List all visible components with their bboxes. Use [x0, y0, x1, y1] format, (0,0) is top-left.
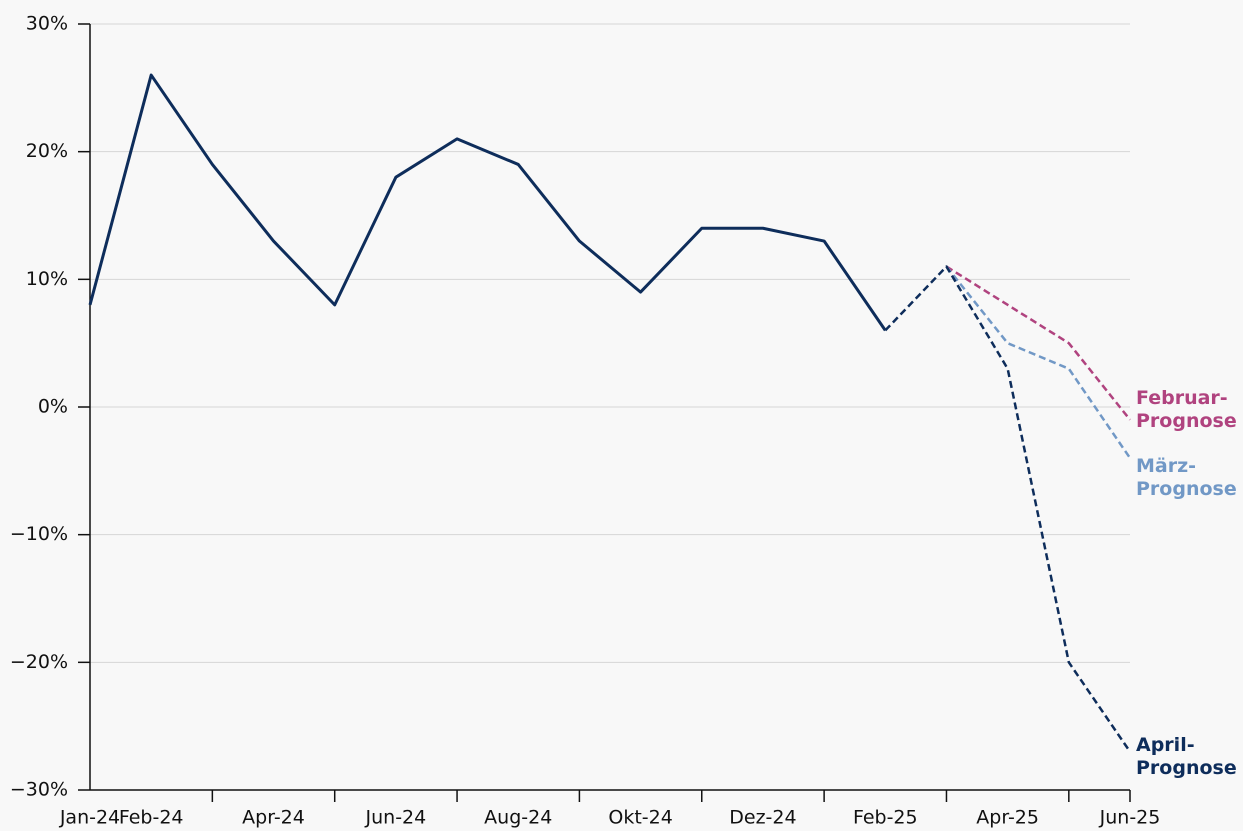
x-tick-label: Feb-24 — [119, 807, 184, 829]
series-label: März-Prognose — [1136, 455, 1237, 501]
x-tick-label: Jan-24 — [59, 807, 120, 829]
x-tick-label: Apr-24 — [242, 807, 305, 829]
y-tick-label: −20% — [10, 651, 68, 673]
y-tick-label: −30% — [10, 779, 68, 801]
line — [884, 265, 1132, 753]
series-label: April-Prognose — [1136, 733, 1237, 779]
y-tick-label: 30% — [26, 13, 68, 35]
x-tick-label: Jun-24 — [365, 807, 427, 829]
line — [945, 265, 1132, 459]
x-tick-label: Okt-24 — [608, 807, 672, 829]
line — [945, 265, 1131, 421]
x-tick-label: Aug-24 — [484, 807, 552, 829]
line — [88, 73, 887, 332]
y-tick-label: 0% — [38, 396, 68, 418]
x-tick-label: Jun-25 — [1099, 807, 1161, 829]
x-tick-label: Feb-25 — [853, 807, 918, 829]
x-tick-label: Dez-24 — [729, 807, 796, 829]
x-tick-label: Apr-25 — [976, 807, 1039, 829]
series-label: Februar-Prognose — [1136, 386, 1237, 432]
y-tick-label: 20% — [26, 140, 68, 162]
y-tick-label: −10% — [10, 523, 68, 545]
y-tick-label: 10% — [26, 268, 68, 290]
